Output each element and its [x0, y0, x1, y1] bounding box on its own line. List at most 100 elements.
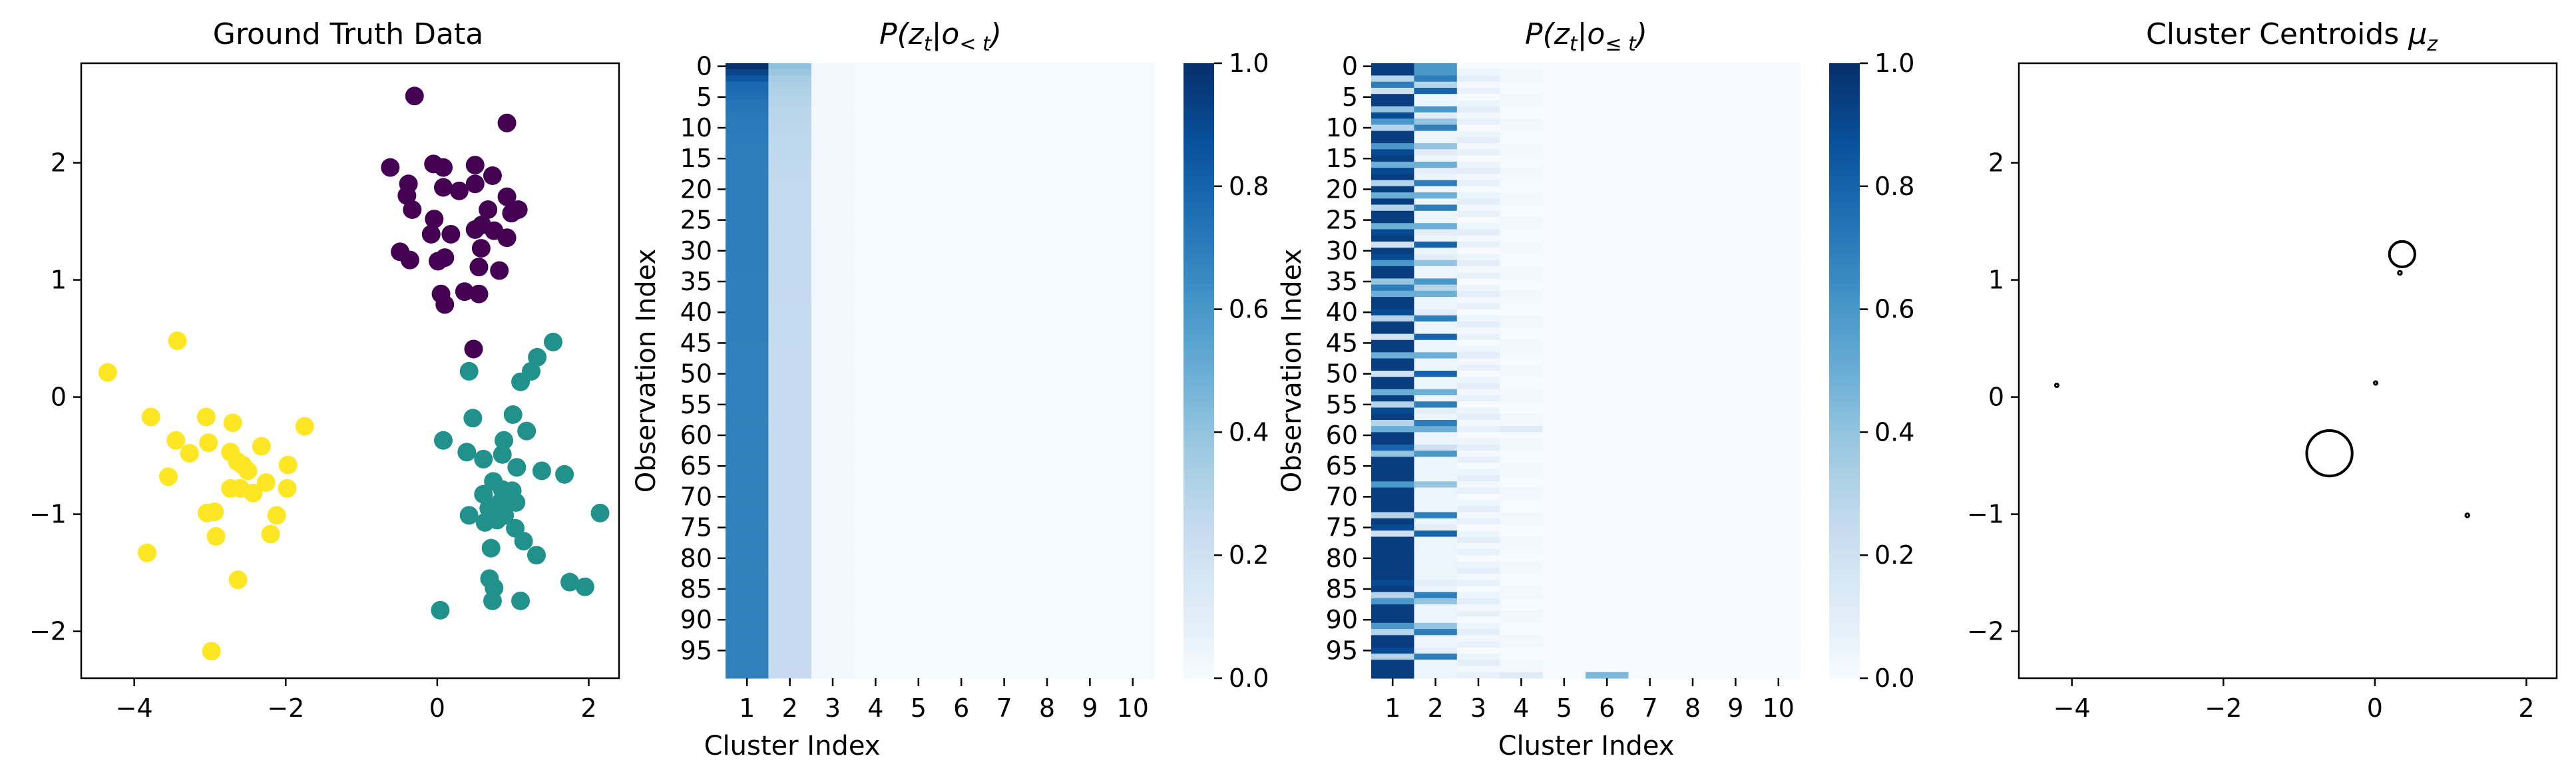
- posterior-heatmap-cell: [1628, 278, 1672, 286]
- posterior-heatmap-cell: [1628, 567, 1672, 574]
- posterior-heatmap-cell: [1542, 358, 1586, 365]
- prior-heatmap-cell: [1068, 241, 1112, 248]
- prior-heatmap-cell: [897, 100, 941, 107]
- posterior-heatmap-cell: [1542, 672, 1586, 679]
- posterior-heatmap-cell: [1586, 672, 1629, 679]
- prior-heatmap-cell: [854, 548, 898, 556]
- posterior-heatmap-cell: [1628, 377, 1672, 384]
- data-point-cluster-1: [425, 210, 444, 229]
- data-point-cluster-2: [560, 572, 580, 592]
- posterior-heatmap-cell: [1456, 112, 1500, 119]
- posterior-heatmap-cell: [1757, 130, 1801, 138]
- posterior-heatmap-cell: [1671, 180, 1715, 187]
- posterior-heatmap-cell: [1671, 629, 1715, 636]
- posterior-heatmap-cell: [1586, 407, 1629, 415]
- posterior-heatmap-cell: [1757, 654, 1801, 660]
- posterior-heatmap-cell: [1456, 561, 1500, 568]
- prior-heatmap-cell: [982, 512, 1026, 519]
- prior-heatmap-cell: [897, 69, 941, 77]
- prior-heatmap-cell: [940, 438, 983, 445]
- posterior-heatmap-cell: [1714, 475, 1758, 482]
- posterior-heatmap-cell: [1628, 358, 1672, 365]
- prior-heatmap-cell: [811, 395, 855, 402]
- prior-heatmap-cell: [1111, 278, 1155, 286]
- prior-heatmap-cell: [1068, 136, 1112, 144]
- prior-heatmap-cell: [726, 192, 769, 199]
- posterior-heatmap-cell: [1414, 493, 1458, 500]
- prior-heatmap-colorbar-step: [1183, 217, 1214, 223]
- posterior-heatmap-cell: [1671, 69, 1715, 77]
- posterior-heatmap-cell: [1586, 248, 1629, 255]
- prior-heatmap-cell: [897, 641, 941, 648]
- prior-heatmap-cell: [811, 573, 855, 580]
- prior-heatmap-cell: [854, 321, 898, 328]
- posterior-heatmap-colorbar-step: [1829, 114, 1860, 120]
- posterior-heatmap-cell: [1500, 407, 1544, 415]
- prior-heatmap-cell: [768, 506, 812, 513]
- prior-heatmap-cell: [982, 444, 1026, 451]
- prior-heatmap-cell: [1068, 87, 1112, 95]
- prior-heatmap-cell: [726, 647, 769, 654]
- posterior-heatmap-cell: [1500, 530, 1544, 538]
- prior-heatmap-cell: [982, 438, 1026, 445]
- prior-heatmap-cell: [940, 315, 983, 322]
- prior-heatmap-colorbar-step: [1183, 447, 1214, 453]
- prior-heatmap-cell: [940, 124, 983, 132]
- prior-heatmap-cell: [726, 660, 769, 667]
- prior-heatmap-cell: [1111, 426, 1155, 433]
- prior-colorbar: 0.00.20.40.60.81.0: [1183, 49, 1269, 693]
- prior-heatmap-cell: [1111, 475, 1155, 482]
- posterior-heatmap-cell: [1542, 500, 1586, 506]
- prior-heatmap-ytick-label: 80: [680, 544, 712, 573]
- posterior-heatmap-cell: [1414, 248, 1458, 255]
- posterior-heatmap-cell: [1714, 204, 1758, 212]
- posterior-heatmap-cell: [1542, 487, 1586, 494]
- posterior-heatmap-cell: [1628, 672, 1672, 679]
- posterior-heatmap-cell: [1714, 629, 1758, 636]
- prior-heatmap-cell: [1111, 63, 1155, 70]
- prior-heatmap-cell: [1068, 186, 1112, 193]
- data-point-cluster-1: [433, 158, 453, 177]
- prior-heatmap-cell: [1025, 309, 1069, 316]
- posterior-heatmap-ytick-label: 35: [1326, 267, 1358, 296]
- posterior-heatmap-cell: [1456, 352, 1500, 359]
- posterior-heatmap-cell: [1714, 536, 1758, 544]
- prior-heatmap-cell: [1068, 481, 1112, 489]
- posterior-heatmap-cell: [1714, 358, 1758, 365]
- posterior-heatmap-cell: [1586, 604, 1629, 611]
- posterior-heatmap-cell: [1371, 438, 1414, 445]
- posterior-heatmap-colorbar-step: [1829, 457, 1860, 464]
- data-point-cluster-2: [483, 591, 502, 610]
- prior-heatmap-cell: [982, 401, 1026, 409]
- data-point-cluster-3: [267, 506, 286, 525]
- posterior-heatmap-cell: [1371, 401, 1414, 409]
- posterior-heatmap-colorbar-step: [1829, 314, 1860, 320]
- prior-heatmap-cell: [1068, 451, 1112, 457]
- posterior-heatmap-colorbar-step: [1829, 396, 1860, 402]
- prior-heatmap-cell: [1025, 530, 1069, 538]
- posterior-heatmap-cell: [1500, 278, 1544, 286]
- posterior-heatmap-cell: [1414, 475, 1458, 482]
- prior-heatmap-cell: [768, 419, 812, 427]
- prior-heatmap-cell: [726, 309, 769, 316]
- posterior-heatmap-cell: [1456, 542, 1500, 550]
- posterior-heatmap-cell: [1500, 592, 1544, 599]
- posterior-heatmap-cell: [1714, 106, 1758, 113]
- posterior-heatmap-cell: [1714, 278, 1758, 286]
- prior-heatmap-cell: [1068, 542, 1112, 550]
- prior-heatmap-cell: [811, 339, 855, 347]
- prior-heatmap-cell: [940, 248, 983, 255]
- ground-truth-points: [98, 87, 610, 661]
- posterior-heatmap-cell: [1628, 143, 1672, 150]
- prior-heatmap-cell: [811, 75, 855, 83]
- posterior-heatmap-cell: [1714, 610, 1758, 618]
- prior-heatmap-cell: [811, 641, 855, 648]
- posterior-heatmap-cell: [1371, 81, 1414, 89]
- posterior-heatmap-colorbar-step: [1829, 463, 1860, 469]
- posterior-heatmap-cell: [1456, 586, 1500, 593]
- posterior-heatmap-cell: [1456, 364, 1500, 371]
- prior-heatmap-cell: [982, 389, 1026, 396]
- posterior-heatmap-cell: [1371, 487, 1414, 494]
- prior-heatmap-colorbar-step: [1183, 134, 1214, 141]
- prior-heatmap-cell: [940, 530, 983, 538]
